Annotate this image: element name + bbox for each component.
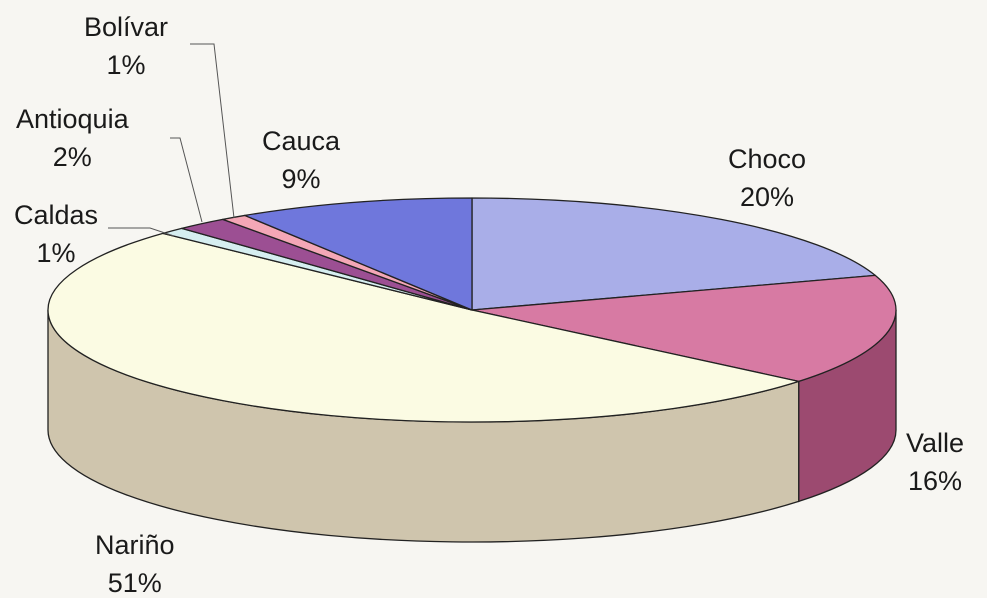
leader-line-antioquia [170,137,203,223]
label-cauca-value: 9% [281,164,321,194]
label-valle: Valle 16% [906,424,964,500]
pie-tops [47,197,897,423]
label-antioquia-value: 2% [52,142,92,172]
label-bolivar-value: 1% [106,50,146,80]
label-narino-name: Nariño [95,530,175,560]
label-narino: Nariño 51% [95,526,175,598]
leader-line-bolivar [190,43,235,219]
slice-cauca [244,197,473,311]
slice-narino [47,232,800,423]
label-caldas-value: 1% [36,238,76,268]
label-caldas-name: Caldas [14,200,99,230]
label-cauca-name: Cauca [262,126,341,156]
label-valle-name: Valle [906,428,965,458]
slice-choco [471,197,876,311]
label-valle-value: 16% [908,466,963,496]
label-choco: Choco 20% [728,140,806,216]
label-cauca: Cauca 9% [262,122,340,198]
label-caldas: Caldas 1% [14,196,98,272]
label-choco-value: 20% [740,182,795,212]
leader-line-caldas [108,227,175,237]
label-bolivar-name: Bolívar [84,12,169,42]
leader-lines [108,43,235,237]
label-antioquia: Antioquia 2% [16,100,129,176]
label-bolivar: Bolívar 1% [84,8,168,84]
slice-valle [471,274,897,383]
label-antioquia-name: Antioquia [16,104,129,134]
label-narino-value: 51% [107,568,162,598]
pie-sides [47,309,897,543]
label-choco-name: Choco [728,144,807,174]
